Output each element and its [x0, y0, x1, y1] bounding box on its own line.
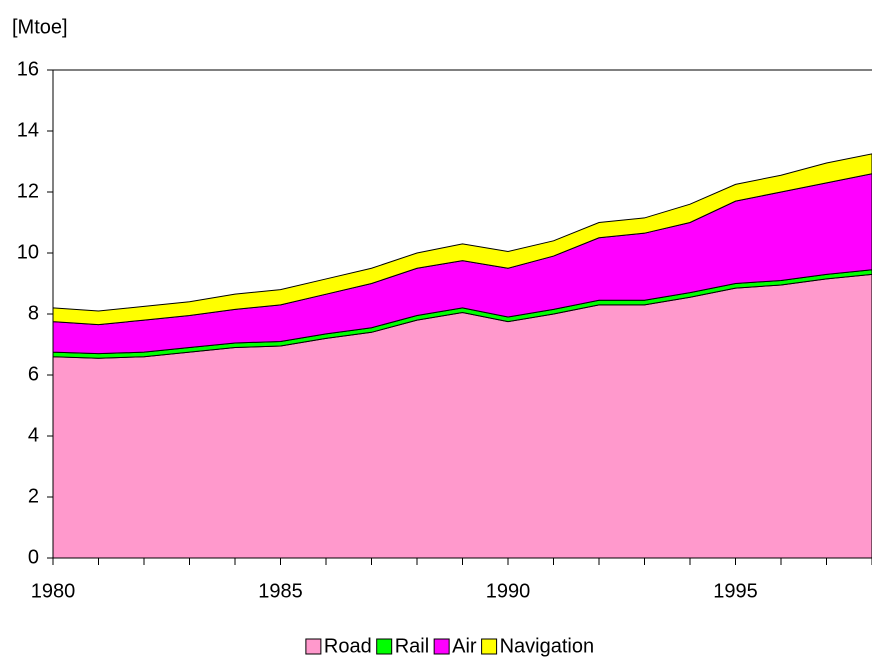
y-tick-label: 2 — [28, 485, 39, 507]
legend-label: Rail — [395, 635, 429, 657]
area — [52, 153, 872, 326]
y-tick-label: 12 — [17, 180, 39, 202]
y-tick-label: 10 — [17, 241, 39, 263]
y-tick-label: 8 — [28, 302, 39, 324]
legend-swatch — [433, 638, 450, 655]
y-tick-label: 0 — [28, 546, 39, 568]
legend-label: Road — [324, 635, 372, 657]
y-tick-label: 16 — [17, 58, 39, 80]
legend-swatch — [376, 638, 393, 655]
x-tick-label: 1980 — [31, 580, 76, 602]
legend-swatch — [481, 638, 498, 655]
legend-swatch — [305, 638, 322, 655]
y-tick-label: 4 — [28, 424, 39, 446]
y-tick-label: 14 — [17, 119, 39, 141]
x-tick-label: 1995 — [713, 580, 758, 602]
y-tick-label: 6 — [28, 363, 39, 385]
x-tick-label: 1985 — [258, 580, 303, 602]
legend: Road Rail Air Navigation — [305, 635, 595, 657]
legend-label: Navigation — [500, 635, 595, 657]
y-axis-label: [Mtoe] — [12, 16, 68, 38]
legend-label: Air — [452, 635, 477, 657]
x-tick-label: 1990 — [486, 580, 531, 602]
